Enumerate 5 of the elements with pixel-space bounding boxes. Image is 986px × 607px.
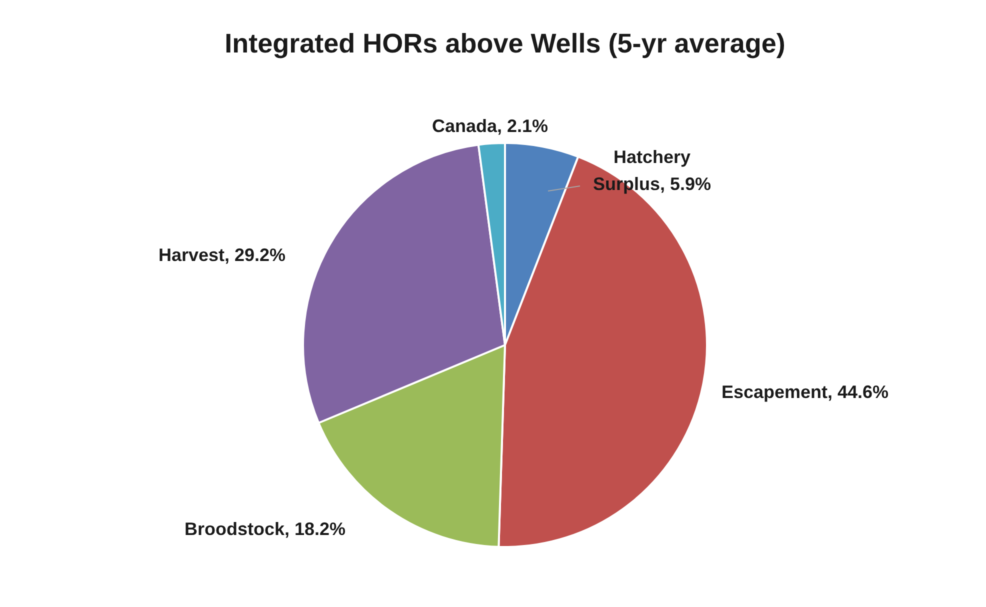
chart-title: Integrated HORs above Wells (5-yr average) <box>224 28 786 58</box>
slice-label: Harvest, 29.2% <box>158 244 286 265</box>
slice-label: Broodstock, 18.2% <box>184 518 346 539</box>
slice-label: Canada, 2.1% <box>432 116 548 136</box>
slice-label: Escapement, 44.6% <box>721 382 889 402</box>
